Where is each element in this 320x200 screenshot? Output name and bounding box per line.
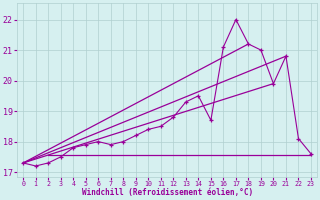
X-axis label: Windchill (Refroidissement éolien,°C): Windchill (Refroidissement éolien,°C) (82, 188, 253, 197)
